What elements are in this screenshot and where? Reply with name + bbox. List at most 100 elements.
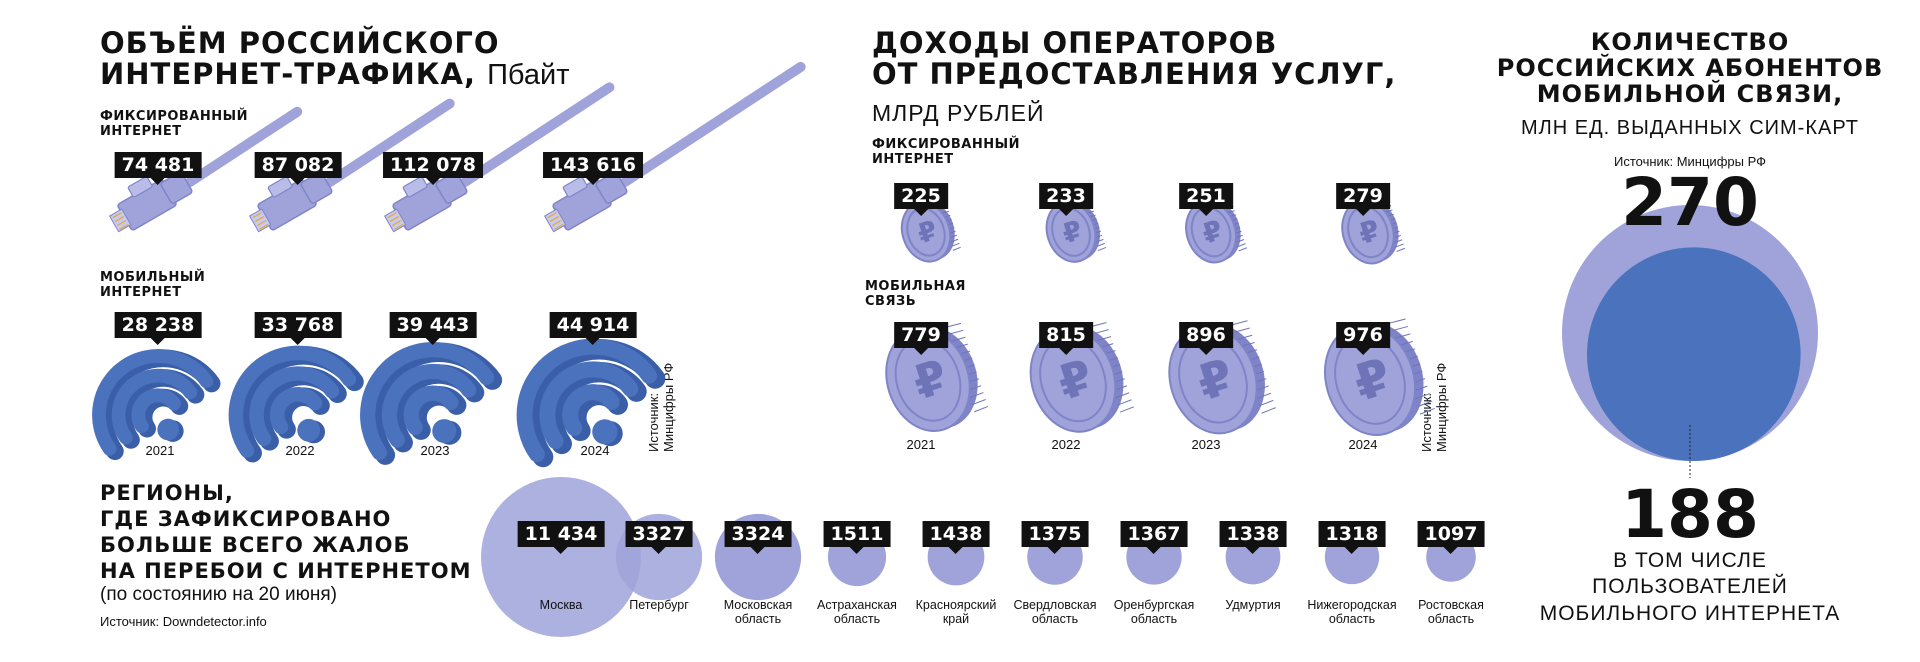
region-name-label: Свердловская область [1013, 598, 1097, 627]
revenue-title-line1: Доходы операторов [872, 26, 1278, 60]
traffic-title-line1: Объём российского [100, 26, 500, 60]
region-value-label: 11 434 [517, 521, 605, 554]
subscribers-source: Источник: Минцифры РФ [1614, 154, 1766, 169]
traffic-fixed-label-1: Фиксированный [100, 109, 248, 124]
subscribers-unit: млн ед. выданных сим-карт [1521, 117, 1859, 139]
traffic-title-line2: интернет-трафика, [100, 57, 476, 92]
traffic-mobile-label-1: Мобильный [100, 270, 206, 285]
traffic-fixed-cable [620, 61, 806, 187]
traffic-fixed-value-label: 87 082 [254, 152, 342, 185]
traffic-mobile-value-label: 33 768 [254, 312, 342, 345]
traffic-fixed-cable [185, 106, 303, 187]
traffic-mobile-wifi [92, 349, 221, 461]
region-circle [481, 477, 641, 637]
revenue-fixed-value-label: 279 [1336, 183, 1390, 216]
traffic-mobile-value-label: 39 443 [389, 312, 477, 345]
region-name-label: Московская область [723, 598, 793, 627]
region-name-label: Оренбургская область [1113, 598, 1195, 627]
subscribers-title-line3: мобильной связи, [1536, 79, 1844, 108]
traffic-fixed-cable [460, 82, 615, 187]
traffic-mobile-value-label: 44 914 [549, 312, 637, 345]
region-name-label: Красноярский край [915, 598, 997, 627]
revenue-fixed-label-1: Фиксированный [872, 137, 1020, 152]
region-value-label: 1367 [1120, 521, 1188, 554]
traffic-title-line2-wrap: интернет-трафика, Пбайт [100, 59, 569, 91]
regions-title: Регионы, где зафиксировано больше всего … [100, 480, 471, 584]
traffic-fixed-plug [543, 171, 628, 233]
traffic-mobile-label-2: интернет [100, 284, 182, 300]
revenue-mobile-label: Мобильная связь [865, 279, 966, 310]
revenue-fixed-value-label: 251 [1179, 183, 1233, 216]
subscribers-total: 270 [1621, 164, 1759, 241]
revenue-mobile-value-label: 896 [1179, 322, 1233, 355]
revenue-year-label: 2022 [1051, 437, 1081, 452]
traffic-fixed-plug [248, 171, 333, 233]
traffic-year-label: 2021 [145, 443, 175, 458]
subscribers-title: Количество российских абонентов мобильно… [1480, 28, 1900, 108]
revenue-year-label: 2023 [1191, 437, 1221, 452]
traffic-year-label: 2022 [285, 443, 315, 458]
regions-title-line3: больше всего жалоб [100, 533, 411, 558]
region-name-label: Ростовская область [1418, 598, 1484, 627]
traffic-fixed-label: Фиксированный интернет [100, 109, 248, 140]
traffic-fixed-value-label: 143 616 [543, 152, 643, 185]
revenue-mobile-value-label: 779 [894, 322, 948, 355]
revenue-fixed-value-label: 233 [1039, 183, 1093, 216]
subscribers-title-line2: российских абонентов [1496, 53, 1884, 82]
revenue-mobile-value-label: 976 [1336, 322, 1390, 355]
subscribers-internet-circle [1587, 247, 1801, 461]
region-value-label: 1438 [922, 521, 990, 554]
revenue-title: Доходы операторов от предоставления услу… [872, 26, 1397, 92]
subscribers-caption-1: в том числе [1613, 549, 1767, 572]
regions-title-line2: где зафиксировано [100, 507, 392, 532]
regions-title-line4: на перебои с интернетом [100, 559, 472, 584]
revenue-mobile-value-label: 815 [1039, 322, 1093, 355]
revenue-fixed-label-2: интернет [872, 151, 954, 167]
revenue-fixed-value-label: 225 [894, 183, 948, 216]
revenue-fixed-label: Фиксированный интернет [872, 137, 1020, 168]
region-name-label: Астраханская область [817, 598, 897, 627]
region-value-label: 1318 [1318, 521, 1386, 554]
subscribers-caption-3: мобильного интернета [1539, 601, 1841, 625]
region-value-label: 3327 [625, 521, 693, 554]
region-value-label: 1338 [1219, 521, 1287, 554]
region-name-label: Петербург [629, 598, 689, 612]
subscribers-caption-2: пользователей [1592, 575, 1788, 599]
revenue-mobile-label-2: связь [865, 293, 917, 309]
region-value-label: 1511 [823, 521, 891, 554]
revenue-title-line2: от предоставления услуг, [872, 57, 1397, 92]
traffic-mobile-value-label: 28 238 [114, 312, 202, 345]
region-name-label: Удмуртия [1225, 598, 1281, 612]
region-name-label: Нижегородская область [1307, 598, 1397, 627]
traffic-mobile-wifi [360, 342, 503, 465]
regions-source: Источник: Downdetector.info [100, 614, 267, 629]
revenue-mobile-label-1: Мобильная [865, 279, 966, 294]
traffic-fixed-label-2: интернет [100, 123, 182, 139]
revenue-mobile-coin: ₽ [1323, 318, 1435, 436]
revenue-year-label: 2021 [906, 437, 936, 452]
region-value-label: 3324 [724, 521, 792, 554]
traffic-year-label: 2023 [420, 443, 450, 458]
traffic-title: Объём российского интернет-трафика, Пбай… [100, 26, 569, 92]
traffic-year-label: 2024 [580, 443, 610, 458]
traffic-unit: Пбайт [487, 59, 570, 92]
region-value-label: 1375 [1021, 521, 1089, 554]
regions-title-line1: Регионы, [100, 481, 234, 505]
traffic-fixed-value-label: 112 078 [383, 152, 483, 185]
traffic-fixed-plug [108, 171, 193, 233]
revenue-unit: млрд рублей [872, 100, 1045, 126]
region-value-label: 1097 [1417, 521, 1485, 554]
traffic-mobile-wifi [516, 338, 666, 468]
subscribers-internet-caption: в том числе пользователей мобильного инт… [1500, 548, 1880, 627]
regions-subtitle: (по состоянию на 20 июня) [100, 584, 337, 605]
traffic-mobile-label: Мобильный интернет [100, 270, 206, 301]
traffic-fixed-value-label: 74 481 [114, 152, 202, 185]
subscribers-title-line1: Количество [1590, 28, 1790, 56]
traffic-fixed-cable [325, 98, 455, 187]
subscribers-internet: 188 [1621, 476, 1759, 553]
revenue-year-label: 2024 [1348, 437, 1378, 452]
region-name-label: Москва [539, 598, 583, 612]
